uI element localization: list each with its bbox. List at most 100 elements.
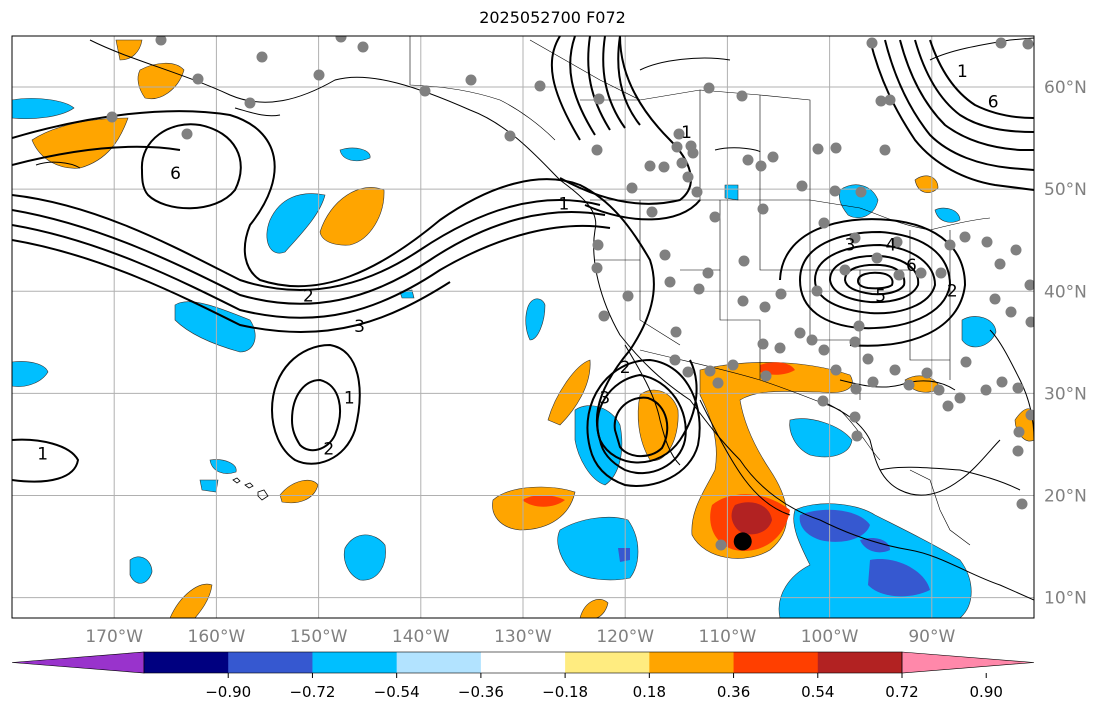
station-dot <box>670 326 682 338</box>
map-frame <box>11 35 1035 619</box>
figure-title: 2025052700 F072 <box>479 8 626 27</box>
station-dot <box>812 143 824 155</box>
longitude-labels: 170°W 160°W 150°W 140°W 130°W 120°W 110°W 100°W… <box>85 627 955 647</box>
lat-tick-label: 30°N <box>1044 384 1087 404</box>
station-dot <box>737 295 749 307</box>
station-dot <box>727 359 739 371</box>
station-dot <box>811 285 823 297</box>
station-dot <box>942 400 954 412</box>
station-dot <box>866 37 878 49</box>
station-dot <box>335 36 347 43</box>
station-dot <box>664 276 676 288</box>
colorbar-tick-label: −0.54 <box>374 683 420 701</box>
contour-label: 3 <box>599 389 610 409</box>
station-dot <box>534 80 546 92</box>
station-dot <box>757 203 769 215</box>
station-dot <box>759 301 771 313</box>
storm-position-marker <box>733 532 752 551</box>
colorbar-outline <box>143 651 903 674</box>
station-dot <box>712 377 724 389</box>
station-dot <box>742 154 754 166</box>
station-dot <box>935 267 947 279</box>
station-dot <box>357 41 369 53</box>
station-dot <box>106 111 118 123</box>
station-dot <box>760 370 772 382</box>
station-dot <box>715 539 727 551</box>
lon-tick-label: 170°W <box>85 627 143 647</box>
station-dot <box>849 232 861 244</box>
colorbar-arrow-low <box>11 651 145 674</box>
station-dot <box>767 151 779 163</box>
contour-label: 5 <box>875 286 886 306</box>
station-dot <box>673 128 685 140</box>
contour-label: 2 <box>303 286 314 306</box>
station-dot <box>944 239 956 251</box>
station-dot <box>893 269 905 281</box>
station-dot <box>256 51 268 63</box>
station-dot <box>1013 426 1025 438</box>
station-dot <box>995 37 1007 49</box>
colorbar-segment <box>480 652 566 673</box>
station-dot <box>755 160 767 172</box>
latitude-labels: 10°N 20°N 30°N 40°N 50°N 60°N <box>1044 78 1087 609</box>
station-dot <box>659 249 671 261</box>
lon-tick-label: 150°W <box>290 627 348 647</box>
contour-label: 2 <box>620 358 631 378</box>
lat-tick-label: 50°N <box>1044 180 1087 200</box>
station-dot <box>593 93 605 105</box>
station-dot <box>736 90 748 102</box>
station-dot <box>796 180 808 192</box>
hawaii-islands <box>232 477 269 501</box>
station-dot <box>933 384 945 396</box>
lon-tick-label: 160°W <box>188 627 246 647</box>
colorbar-segment <box>228 652 313 673</box>
colorbar-segment <box>565 652 650 673</box>
station-dot <box>875 95 887 107</box>
station-dot <box>891 236 903 248</box>
contour-label: 1 <box>681 123 692 143</box>
contour-label: 3 <box>845 235 856 255</box>
station-dot <box>867 376 879 388</box>
lon-tick-label: 140°W <box>392 627 450 647</box>
contour-label: 4 <box>886 235 897 255</box>
colorbar-tick-label: 0.18 <box>633 683 666 701</box>
station-dot <box>829 185 841 197</box>
station-dot <box>1025 316 1034 328</box>
station-dot <box>889 364 901 376</box>
station-dot <box>853 320 865 332</box>
station-dot <box>465 74 477 86</box>
lon-tick-label: 90°W <box>908 627 955 647</box>
station-dot <box>682 171 694 183</box>
colorbar-tick-label: −0.90 <box>205 683 251 701</box>
station-dot <box>849 336 861 348</box>
coastlines <box>35 37 1034 601</box>
lat-tick-label: 20°N <box>1044 486 1087 506</box>
station-dot <box>419 85 431 97</box>
station-dot <box>879 144 891 156</box>
station-dot <box>903 379 915 391</box>
station-dot <box>591 144 603 156</box>
colorbar-segment <box>144 652 229 673</box>
colorbar: −0.90 −0.72 −0.54 −0.36 −0.18 0.18 0.36 0.54 0.7… <box>11 651 1035 701</box>
station-dot <box>1012 382 1024 394</box>
station-dot <box>658 161 670 173</box>
station-dot <box>849 411 861 423</box>
lat-tick-label: 10°N <box>1044 589 1087 609</box>
station-dot <box>850 383 862 395</box>
colorbar-tick-label: 0.54 <box>801 683 834 701</box>
station-dot <box>981 236 993 248</box>
colorbar-segment <box>312 652 398 673</box>
station-dot <box>851 430 863 442</box>
contour-label: 1 <box>37 445 48 465</box>
station-dot <box>192 73 204 85</box>
station-dot <box>1024 279 1034 291</box>
contour-label: 1 <box>558 195 569 215</box>
station-dot <box>504 130 516 142</box>
station-dot <box>1012 445 1024 457</box>
colorbar-tick-label: 0.72 <box>885 683 918 701</box>
station-dot <box>693 283 705 295</box>
station-dot <box>1010 244 1022 256</box>
colorbar-tick-label: 0.90 <box>970 683 1003 701</box>
